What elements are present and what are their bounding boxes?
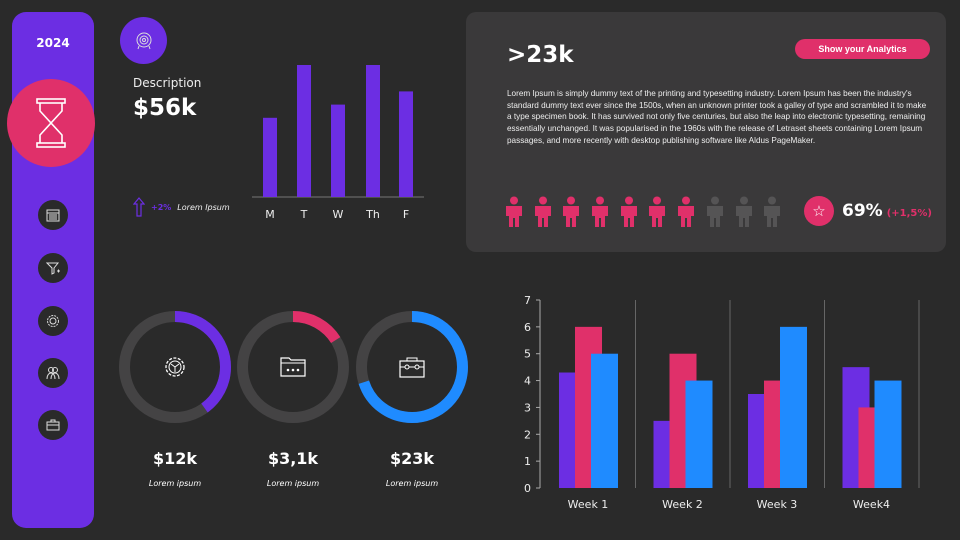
bar-week-3-series-3 xyxy=(780,326,807,488)
bar-Th xyxy=(366,65,380,197)
person-icon xyxy=(735,196,752,227)
x-tick-label: F xyxy=(403,208,409,221)
person-icon xyxy=(620,196,637,227)
year-label: 2024 xyxy=(36,36,70,50)
toolbox-icon[interactable] xyxy=(38,410,68,440)
percent-value: 69% xyxy=(842,201,883,221)
person-icon xyxy=(764,196,781,227)
description-paragraph: Lorem Ipsum is simply dummy text of the … xyxy=(507,89,927,145)
bar-week-2-series-3 xyxy=(685,380,713,488)
y-tick-label: 7 xyxy=(524,294,531,307)
person-icon xyxy=(563,196,580,227)
y-tick-label: 0 xyxy=(524,482,531,495)
summary-label: Description xyxy=(133,76,202,90)
x-tick-label: Week 3 xyxy=(757,498,798,511)
bar-W xyxy=(331,104,345,197)
analytics-panel: >23k Show your Analytics Lorem Ipsum is … xyxy=(466,12,946,252)
weekday-bar-chart: M T W Th F xyxy=(252,65,424,221)
percent-stat: 69% (+1,5%) xyxy=(842,201,932,221)
trend-percent: +2% xyxy=(151,202,172,212)
x-tick-label: T xyxy=(300,208,308,221)
trend: +2% Lorem Ipsum xyxy=(133,197,230,217)
sidebar: 2024 xyxy=(7,12,95,528)
x-tick-label: Week 2 xyxy=(662,498,703,511)
star-icon: ☆ xyxy=(804,196,834,226)
person-icon xyxy=(649,196,666,227)
donut-label: Lorem ipsum xyxy=(385,479,439,488)
users-icon[interactable] xyxy=(38,358,68,388)
bar-week4-series-3 xyxy=(874,380,902,488)
funnel-icon[interactable] xyxy=(38,253,68,283)
donut-progress xyxy=(119,311,231,423)
y-tick-label: 5 xyxy=(524,348,531,361)
calendar-icon[interactable] xyxy=(38,200,68,230)
x-tick-label: Week 1 xyxy=(568,498,609,511)
person-icon xyxy=(506,196,522,227)
donut-label: Lorem ipsum xyxy=(148,479,202,488)
person-icon xyxy=(592,196,609,227)
summary-value: $56k xyxy=(133,95,197,121)
donut-progress xyxy=(356,311,468,423)
y-tick-label: 3 xyxy=(524,401,531,414)
folder-icon xyxy=(280,357,306,377)
x-tick-label: Th xyxy=(365,208,380,221)
show-analytics-button[interactable]: Show your Analytics xyxy=(795,39,930,59)
x-tick-label: Week4 xyxy=(853,498,890,511)
person-icon xyxy=(678,196,695,227)
trend-label: Lorem Ipsum xyxy=(177,202,230,212)
y-tick-label: 4 xyxy=(524,375,531,388)
arrow-up-icon xyxy=(133,197,145,217)
donut-value: $23k xyxy=(389,449,435,468)
y-tick-label: 6 xyxy=(524,321,531,334)
x-tick-label: M xyxy=(265,208,275,221)
headline-value: >23k xyxy=(507,42,574,68)
target-icon xyxy=(120,17,167,64)
donut-value: $12k xyxy=(152,449,198,468)
weekly-bar-chart: 0 1 2 3 4 5 6 7 Week 1 Week 2 Week 3 Week4 xyxy=(524,294,920,511)
percent-delta: (+1,5%) xyxy=(886,208,932,219)
bar-M xyxy=(263,117,277,197)
gear-icon xyxy=(165,357,185,377)
y-tick-label: 1 xyxy=(524,455,531,468)
y-tick-label: 2 xyxy=(524,428,531,441)
donut-value: $3,1k xyxy=(267,449,319,468)
bar-T xyxy=(297,65,311,197)
donut-progress xyxy=(237,311,349,423)
bar-week-1-series-3 xyxy=(591,353,618,488)
people-rating xyxy=(504,196,782,228)
bar-F xyxy=(399,91,413,197)
person-icon xyxy=(534,196,551,227)
x-tick-label: W xyxy=(333,208,344,221)
briefcase-icon xyxy=(399,357,425,378)
person-icon xyxy=(706,196,723,227)
donut-label: Lorem ipsum xyxy=(266,479,320,488)
gear-badge-icon[interactable] xyxy=(38,306,68,336)
donut-gauges xyxy=(119,311,468,423)
hourglass-icon xyxy=(7,79,95,167)
